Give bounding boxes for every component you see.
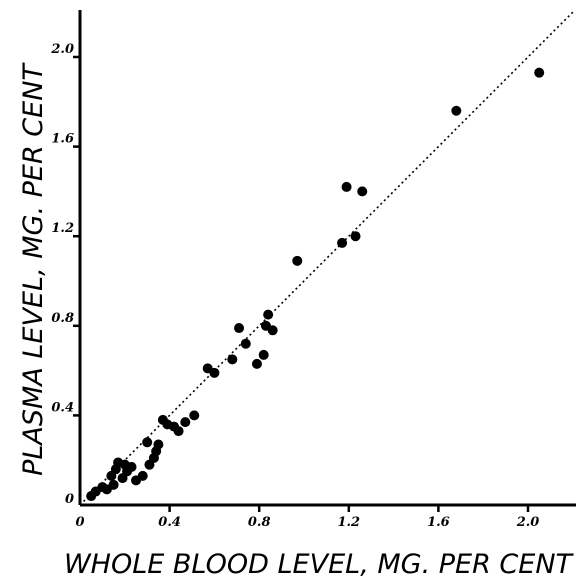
data-point <box>126 461 137 472</box>
data-point <box>227 354 238 365</box>
x-tick-label: 0.4 <box>158 515 181 530</box>
x-tick-label: 1.2 <box>337 515 360 530</box>
y-tick-label: 1.6 <box>51 132 74 147</box>
data-point <box>251 358 262 369</box>
y-axis-title: PLASMA LEVEL, MG. PER CENT <box>18 62 49 476</box>
data-point <box>137 470 148 481</box>
y-axis-ticks: 0 0.4 0.8 1.2 1.6 2.0 <box>50 42 80 507</box>
x-tick-label: 0.8 <box>248 515 271 530</box>
data-point <box>173 426 184 437</box>
data-point <box>258 349 269 360</box>
x-tick-label: 2.0 <box>516 515 540 530</box>
data-point <box>180 417 191 428</box>
x-tick-label: 0 <box>75 515 84 530</box>
data-point <box>341 181 352 192</box>
data-point <box>350 231 361 242</box>
y-tick-label: 0.4 <box>51 400 74 415</box>
data-point <box>209 367 220 378</box>
x-axis-ticks: 0 0.4 0.8 1.2 1.6 2.0 <box>75 505 539 530</box>
y-tick-label: 1.2 <box>51 221 74 236</box>
y-tick-label: 0 <box>65 492 74 507</box>
data-point <box>337 237 348 248</box>
data-points <box>86 67 545 502</box>
data-point <box>267 325 278 336</box>
x-axis-title: WHOLE BLOOD LEVEL, MG. PER CENT <box>64 549 575 580</box>
data-point <box>292 255 303 266</box>
x-tick-label: 1.6 <box>427 515 450 530</box>
data-point <box>108 479 119 490</box>
data-point <box>240 338 251 349</box>
data-point <box>189 410 200 421</box>
data-point <box>234 323 245 334</box>
data-point <box>153 439 164 450</box>
data-point <box>263 309 274 320</box>
data-point <box>451 105 462 116</box>
data-point <box>357 186 368 197</box>
data-point <box>142 437 153 448</box>
data-point <box>534 67 545 78</box>
trend-line <box>79 11 574 506</box>
y-tick-label: 2.0 <box>50 42 74 57</box>
y-tick-label: 0.8 <box>51 311 74 326</box>
